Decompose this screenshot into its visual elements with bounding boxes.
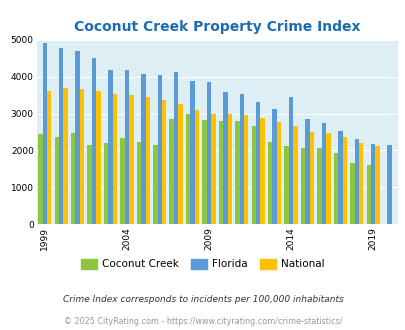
Bar	[333, 153, 337, 224]
Bar	[96, 91, 100, 224]
Bar	[251, 126, 256, 224]
Bar	[223, 92, 227, 224]
Bar	[206, 82, 211, 224]
Bar	[178, 104, 182, 224]
Bar	[124, 70, 129, 224]
Bar	[75, 51, 80, 224]
Bar	[47, 91, 51, 224]
Bar	[300, 148, 305, 224]
Bar	[260, 118, 264, 224]
Bar	[92, 58, 96, 224]
Bar	[243, 115, 248, 224]
Bar	[194, 110, 199, 224]
Bar	[157, 75, 162, 224]
Bar	[342, 137, 346, 224]
Bar	[218, 121, 223, 224]
Bar	[54, 137, 59, 224]
Bar	[211, 114, 215, 224]
Bar	[190, 82, 194, 224]
Bar	[141, 74, 145, 224]
Bar	[288, 97, 293, 224]
Bar	[309, 132, 313, 224]
Bar	[59, 49, 63, 224]
Bar	[276, 122, 281, 224]
Bar	[267, 142, 272, 224]
Bar	[284, 147, 288, 224]
Bar	[185, 114, 190, 224]
Bar	[239, 94, 243, 224]
Bar	[38, 134, 43, 224]
Bar	[169, 119, 173, 224]
Bar	[293, 126, 297, 224]
Bar	[202, 120, 206, 224]
Bar	[354, 139, 358, 224]
Bar	[173, 72, 178, 224]
Bar	[108, 70, 113, 224]
Bar	[321, 123, 325, 224]
Bar	[227, 114, 232, 224]
Bar	[129, 95, 133, 224]
Bar	[366, 165, 370, 224]
Bar	[113, 94, 117, 224]
Bar	[386, 145, 391, 224]
Bar	[305, 119, 309, 224]
Text: Crime Index corresponds to incidents per 100,000 inhabitants: Crime Index corresponds to incidents per…	[62, 295, 343, 304]
Bar	[136, 142, 141, 224]
Bar	[104, 144, 108, 224]
Bar	[337, 131, 342, 224]
Bar	[145, 96, 149, 224]
Title: Coconut Creek Property Crime Index: Coconut Creek Property Crime Index	[74, 20, 360, 34]
Bar	[80, 89, 84, 224]
Bar	[71, 133, 75, 224]
Bar	[162, 100, 166, 224]
Text: © 2025 CityRating.com - https://www.cityrating.com/crime-statistics/: © 2025 CityRating.com - https://www.city…	[64, 317, 341, 326]
Bar	[325, 133, 330, 224]
Bar	[256, 102, 260, 224]
Bar	[317, 148, 321, 224]
Bar	[370, 144, 375, 224]
Bar	[234, 121, 239, 224]
Bar	[63, 88, 68, 224]
Bar	[358, 143, 362, 224]
Bar	[43, 43, 47, 224]
Bar	[120, 138, 124, 224]
Legend: Coconut Creek, Florida, National: Coconut Creek, Florida, National	[77, 255, 328, 274]
Bar	[87, 145, 92, 224]
Bar	[375, 147, 379, 224]
Bar	[153, 145, 157, 224]
Bar	[349, 163, 354, 224]
Bar	[272, 109, 276, 224]
